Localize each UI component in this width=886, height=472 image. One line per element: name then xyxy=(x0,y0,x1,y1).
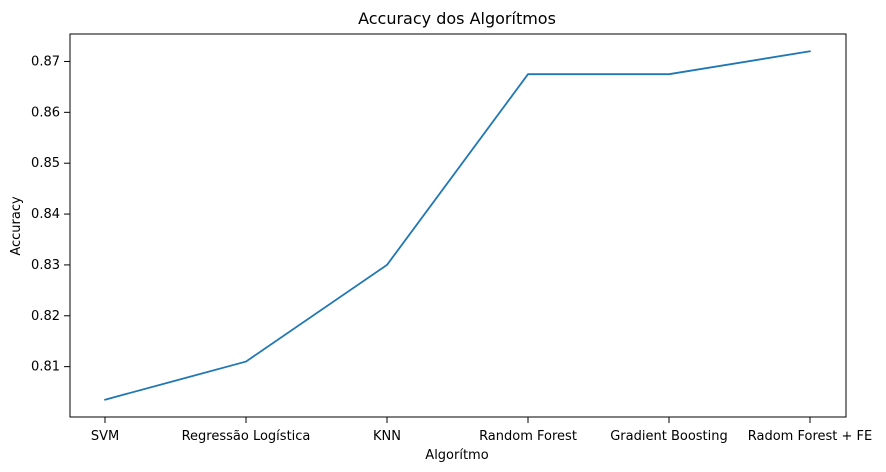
y-tick-label-3: 0.84 xyxy=(31,207,60,222)
x-tick-label-5: Radom Forest + FE xyxy=(748,429,872,444)
y-axis-label: Accuracy xyxy=(9,196,24,256)
x-tick-label-2: KNN xyxy=(373,429,401,444)
y-tick-label-1: 0.82 xyxy=(31,309,60,324)
x-tick-label-0: SVM xyxy=(91,429,119,444)
x-tick-label-3: Random Forest xyxy=(479,429,577,444)
series-line-0 xyxy=(104,50,811,401)
y-tick-label-4: 0.85 xyxy=(31,156,60,171)
y-tick-label-5: 0.86 xyxy=(31,105,60,120)
y-tick-label-6: 0.87 xyxy=(31,54,60,69)
y-tick-label-2: 0.83 xyxy=(31,258,60,273)
x-tick-label-4: Gradient Boosting xyxy=(610,429,728,444)
y-tick-label-0: 0.81 xyxy=(31,360,60,375)
y-axis-ticks: 0.81 0.82 0.83 0.84 0.85 0.86 0.87 xyxy=(31,54,70,375)
x-tick-label-1: Regressão Logística xyxy=(182,429,311,444)
x-axis-ticks: SVM Regressão Logística KNN Random Forest Gr… xyxy=(91,417,872,444)
series-layer xyxy=(104,50,811,401)
chart-title: Accuracy dos Algorítmos xyxy=(358,9,556,28)
x-axis-label: Algorítmo xyxy=(425,448,488,463)
plot-area xyxy=(69,33,847,418)
